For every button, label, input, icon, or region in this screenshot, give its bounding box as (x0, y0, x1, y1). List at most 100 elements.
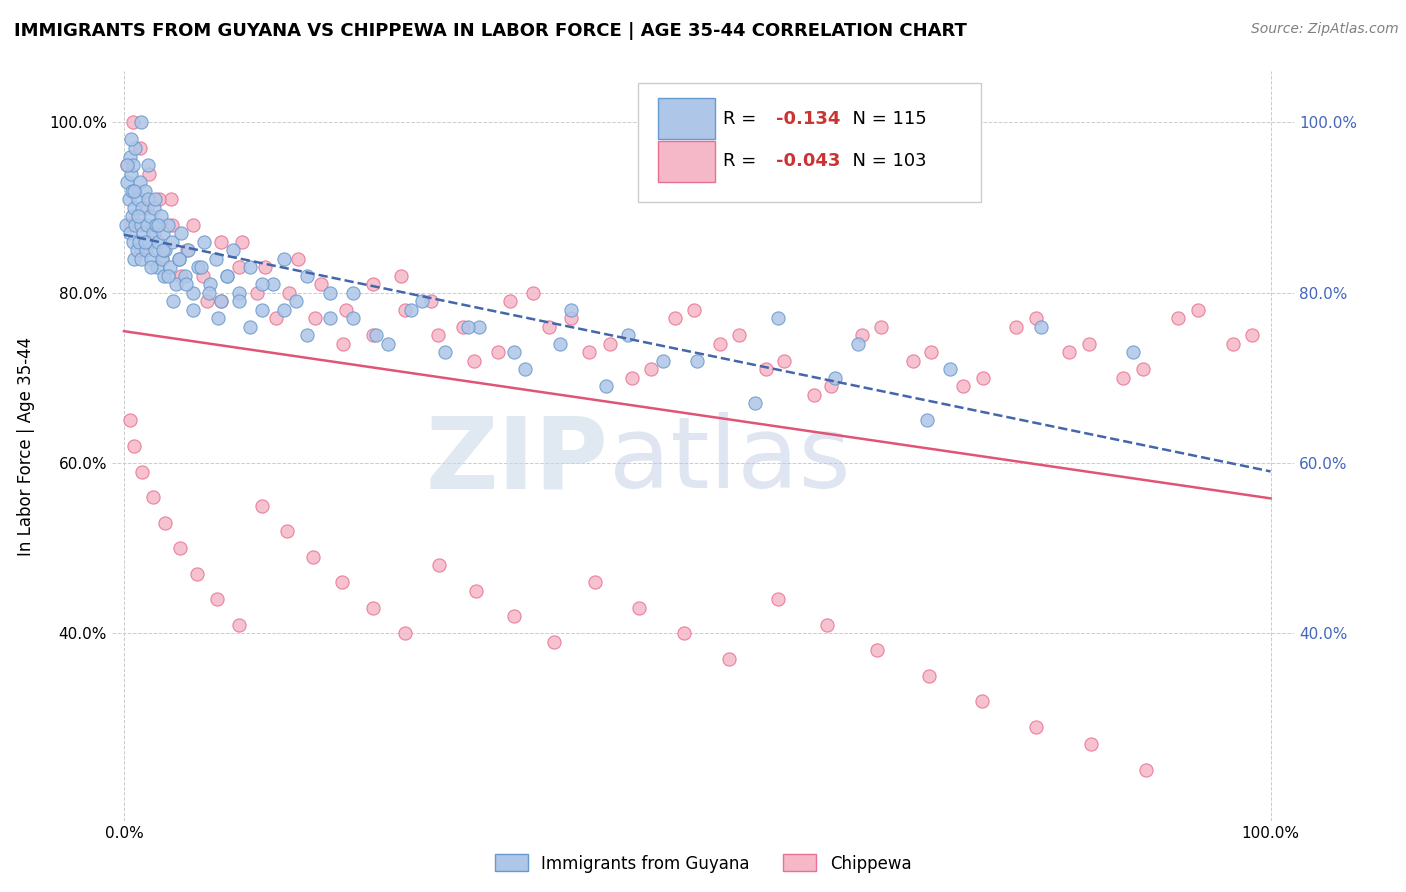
Point (266, 311, 288, 326)
Point (486, 345, 509, 359)
Point (920, 345, 942, 359)
Point (1031, 319, 1053, 334)
Point (124, 184, 146, 198)
FancyBboxPatch shape (658, 98, 714, 139)
Point (651, 354, 673, 368)
Point (149, 209, 172, 223)
Text: ZIP: ZIP (426, 412, 609, 509)
Point (129, 115, 152, 129)
Point (195, 294, 218, 309)
Point (152, 226, 174, 240)
Point (672, 626, 695, 640)
Point (204, 252, 226, 266)
Point (160, 218, 183, 232)
Point (156, 268, 179, 283)
Point (142, 490, 165, 504)
Point (209, 294, 232, 309)
Point (228, 617, 250, 632)
Point (128, 235, 150, 249)
Point (420, 294, 443, 309)
Point (142, 201, 165, 215)
Point (142, 226, 165, 240)
Point (131, 465, 153, 479)
Point (129, 175, 152, 189)
Point (1135, 763, 1157, 777)
Point (141, 252, 163, 266)
Point (361, 277, 384, 292)
Point (173, 268, 195, 283)
Point (231, 235, 253, 249)
Text: IMMIGRANTS FROM GUYANA VS CHIPPEWA IN LABOR FORCE | AGE 35-44 CORRELATION CHART: IMMIGRANTS FROM GUYANA VS CHIPPEWA IN LA… (14, 22, 967, 40)
Point (457, 319, 479, 334)
Point (273, 252, 295, 266)
Point (253, 260, 276, 275)
Point (117, 175, 139, 189)
Point (820, 379, 842, 393)
Point (952, 379, 974, 393)
Point (583, 575, 606, 590)
Point (129, 141, 152, 155)
Point (453, 319, 475, 334)
Point (332, 336, 354, 351)
Point (560, 302, 582, 317)
Point (134, 235, 156, 249)
Point (135, 201, 157, 215)
Point (1111, 371, 1133, 385)
Point (709, 336, 731, 351)
Point (1005, 319, 1028, 334)
Point (640, 362, 662, 376)
Point (228, 294, 250, 309)
Point (190, 260, 212, 275)
Point (548, 336, 571, 351)
Point (686, 354, 709, 368)
Point (465, 583, 488, 598)
Point (803, 388, 825, 402)
Point (198, 277, 221, 292)
Point (222, 243, 245, 257)
Point (176, 243, 198, 257)
Point (115, 218, 138, 232)
Point (117, 158, 139, 172)
Point (366, 328, 388, 343)
Point (122, 158, 145, 172)
Point (1222, 336, 1244, 351)
Point (160, 235, 183, 249)
Point (970, 694, 993, 708)
Point (193, 235, 215, 249)
Point (153, 268, 176, 283)
Point (159, 260, 181, 275)
Point (129, 218, 152, 232)
Point (595, 379, 617, 393)
Point (217, 268, 239, 283)
Point (815, 617, 838, 632)
Point (129, 252, 152, 266)
Point (122, 439, 145, 453)
Point (744, 396, 766, 410)
Point (434, 345, 457, 359)
Point (209, 235, 232, 249)
Point (181, 302, 204, 317)
Point (250, 277, 273, 292)
Point (1078, 336, 1101, 351)
Point (181, 285, 204, 300)
Point (118, 226, 141, 240)
Point (468, 319, 491, 334)
Point (138, 235, 160, 249)
Point (129, 243, 152, 257)
Point (824, 371, 846, 385)
Point (273, 302, 295, 317)
Point (284, 294, 307, 309)
Point (866, 643, 889, 657)
Point (124, 141, 146, 155)
Point (297, 328, 319, 343)
Point (1057, 345, 1080, 359)
Point (165, 277, 187, 292)
Point (502, 609, 524, 624)
Point (1080, 737, 1102, 751)
Point (122, 201, 145, 215)
Text: -0.134: -0.134 (776, 110, 841, 128)
Point (162, 294, 184, 309)
Point (391, 268, 413, 283)
Point (118, 149, 141, 163)
Point (228, 285, 250, 300)
